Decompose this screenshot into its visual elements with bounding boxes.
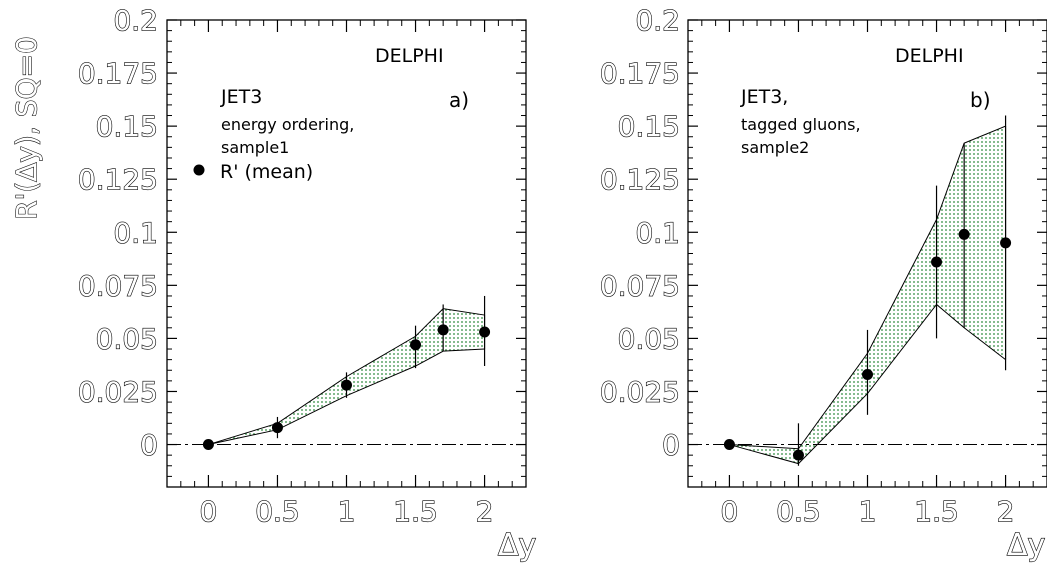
experiment-label: DELPHI xyxy=(375,45,444,67)
legend-label: R' (mean) xyxy=(220,161,313,183)
y-tick-label: 0.15 xyxy=(618,110,680,143)
y-tick-label: 0.075 xyxy=(78,269,158,302)
x-tick-label: 0 xyxy=(200,495,218,528)
y-tick-label: 0.125 xyxy=(600,163,680,196)
x-tick-label: 1.5 xyxy=(914,495,959,528)
panel-letter: b) xyxy=(970,88,991,112)
panel-b: 0 0.025 0.05 0.075 0.1 0.125 0.15 0.175 0.2 0 0.5… xyxy=(599,3,1047,564)
x-tick-label: 0 xyxy=(721,495,739,528)
y-tick-labels: 0 0.025 0.05 0.075 0.1 0.125 0.15 0.175 0.2 xyxy=(599,3,680,462)
y-tick-label: 0.175 xyxy=(78,57,158,90)
data-point xyxy=(271,422,283,434)
x-tick-labels: 0 0.5 1 1.5 2 xyxy=(199,494,494,528)
y-tick-label: 0.05 xyxy=(96,322,158,355)
x-tick-label: 1 xyxy=(338,495,356,528)
y-tick-label: 0.025 xyxy=(600,375,680,408)
systematic-band xyxy=(729,126,1006,464)
y-tick-label: 0.075 xyxy=(600,269,680,302)
band-upper-edge xyxy=(208,308,485,446)
x-tick-label: 2 xyxy=(476,495,494,528)
x-tick-label: 0.5 xyxy=(776,495,821,528)
plot-frame xyxy=(687,19,1047,488)
data-point xyxy=(723,439,735,451)
y-tick-label: 0.15 xyxy=(96,110,158,143)
y-tick-label: 0.1 xyxy=(113,216,158,249)
panel-letter: a) xyxy=(449,88,469,112)
experiment-label: DELPHI xyxy=(895,45,964,67)
y-axis-label: R'(Δy), SQ=0 xyxy=(10,36,43,220)
x-tick-label: 2 xyxy=(997,495,1015,528)
y-tick-label: 0.05 xyxy=(618,322,680,355)
data-point xyxy=(202,439,214,451)
method-label: tagged gluons, xyxy=(741,115,861,134)
method-label: energy ordering, xyxy=(221,115,354,134)
y-tick-label: 0.1 xyxy=(635,216,680,249)
tick-marks xyxy=(688,19,1047,487)
data-points xyxy=(723,228,1012,461)
x-axis-title: Δy xyxy=(1007,528,1045,563)
panel-a: R'(Δy), SQ=0 0 0.025 0.05 0.075 0.1 0.125 0.15… xyxy=(9,3,536,563)
sample-label: sample2 xyxy=(741,138,809,157)
jet-label: JET3 xyxy=(220,86,262,108)
y-tick-label: 0.125 xyxy=(78,163,158,196)
data-point xyxy=(931,256,943,268)
data-point xyxy=(410,339,422,351)
data-point xyxy=(1000,237,1012,249)
y-tick-label: 0.175 xyxy=(600,57,680,90)
y-tick-label: 0.2 xyxy=(113,4,158,37)
x-axis-title: Δy xyxy=(498,528,536,563)
band-lower-edge xyxy=(208,348,485,446)
x-tick-label: 1 xyxy=(859,495,877,528)
tick-marks xyxy=(167,19,526,487)
band-lower-edge xyxy=(729,303,1006,465)
data-point xyxy=(341,379,352,391)
y-tick-labels: 0 0.025 0.05 0.075 0.1 0.125 0.15 0.175 0.2 xyxy=(77,3,158,462)
data-point xyxy=(862,368,873,380)
sample-label: sample1 xyxy=(221,138,289,157)
data-point xyxy=(437,324,449,336)
plot-frame xyxy=(166,19,527,488)
y-tick-label: 0 xyxy=(662,429,680,462)
jet-label: JET3, xyxy=(740,86,788,108)
data-point xyxy=(792,449,804,461)
band-upper-edge xyxy=(729,125,1006,450)
legend-marker xyxy=(193,164,205,176)
y-tick-label: 0.025 xyxy=(78,375,158,408)
data-point xyxy=(958,228,970,240)
data-points xyxy=(202,324,491,451)
x-tick-label: 0.5 xyxy=(255,495,300,528)
x-tick-label: 1.5 xyxy=(393,495,438,528)
y-tick-label: 0 xyxy=(140,429,158,462)
data-point xyxy=(479,326,491,338)
x-tick-labels: 0 0.5 1 1.5 2 xyxy=(720,494,1015,528)
y-tick-label: 0.2 xyxy=(635,4,680,37)
